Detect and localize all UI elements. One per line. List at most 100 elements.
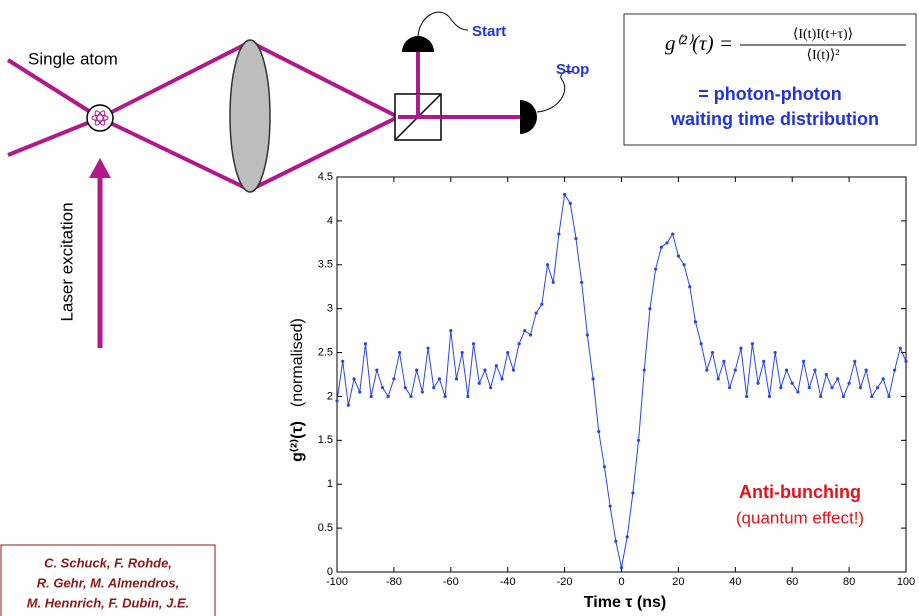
y-tick-label: 4 [327, 215, 333, 227]
data-point [506, 350, 510, 355]
data-point [665, 241, 669, 245]
atom-orbit [94, 110, 106, 126]
data-point [489, 386, 493, 390]
formula-denominator: ⟨I(t)⟩² [807, 48, 840, 63]
start-label: Start [472, 23, 506, 40]
data-point [676, 254, 681, 258]
formula-caption: waiting time distribution [670, 109, 879, 129]
data-point [591, 377, 595, 381]
data-point [523, 329, 527, 333]
annotation: Anti-bunching [739, 482, 861, 502]
data-point [540, 302, 544, 306]
data-point [580, 280, 584, 284]
data-point [858, 386, 863, 390]
data-point [853, 359, 857, 363]
formula-numerator: ⟨I(t)I(t+τ)⟩ [793, 27, 853, 42]
y-tick-label: 1.5 [318, 434, 333, 446]
data-point [380, 386, 385, 390]
atom-orbit [94, 110, 106, 126]
data-point [352, 377, 356, 381]
x-tick-label: 40 [729, 576, 741, 588]
data-point [460, 350, 464, 355]
x-tick-label: 20 [672, 576, 684, 588]
data-point [363, 342, 368, 346]
data-point [813, 368, 817, 372]
data-point [585, 333, 589, 337]
data-point [483, 368, 487, 372]
data-point [875, 386, 880, 390]
formula-caption: = photon-photon [698, 84, 841, 104]
data-point [636, 438, 641, 442]
data-point [471, 342, 476, 346]
data-point [773, 350, 777, 355]
data-point [403, 386, 407, 390]
data-point [346, 403, 350, 407]
data-point [415, 368, 419, 372]
data-point [602, 465, 607, 469]
data-point [779, 386, 783, 390]
y-tick-label: 2 [327, 390, 333, 402]
detector [402, 36, 434, 52]
atom-orbit [91, 114, 109, 122]
data-point [500, 377, 504, 381]
laser-arrow [89, 158, 111, 178]
x-tick-label: -20 [557, 576, 573, 588]
data-point [608, 504, 612, 508]
formula-lhs: g⁽²⁾(τ) = [665, 31, 733, 55]
cable [536, 71, 573, 113]
x-tick-label: -40 [500, 576, 516, 588]
citation-box [0, 544, 216, 616]
data-point [358, 390, 362, 394]
lens [229, 39, 271, 193]
data-point [375, 368, 379, 372]
data-point [790, 381, 794, 385]
data-point [830, 386, 834, 390]
data-point [597, 429, 601, 434]
y-tick-label: 0 [327, 566, 333, 578]
data-point [568, 201, 572, 205]
detector [520, 100, 537, 134]
data-point [762, 359, 766, 363]
data-point [824, 372, 828, 377]
data-point [477, 381, 481, 385]
x-tick-label: 60 [786, 576, 798, 588]
data-point [904, 359, 908, 363]
data-point [619, 566, 624, 570]
stop-label: Stop [556, 61, 589, 78]
cable [417, 11, 469, 37]
optics: Single atom Laser excitation Start Stop [6, 11, 589, 348]
y-axis-label: g⁽²⁾(τ) (normalised) [289, 318, 306, 462]
data-point [631, 491, 635, 495]
data-point [699, 342, 703, 346]
x-axis-label: Time τ (ns) [584, 594, 666, 611]
data-point [466, 394, 470, 399]
data-point [745, 394, 749, 399]
y-tick-label: 4.5 [318, 171, 333, 183]
data-point [739, 346, 743, 350]
data-point [728, 386, 732, 390]
data-point [437, 377, 442, 381]
citation-line: R. Gehr, M. Almendros, [37, 575, 180, 590]
x-tick-label: -100 [326, 576, 348, 588]
data-point [443, 394, 447, 399]
data-point [784, 368, 789, 372]
laser-label: Laser excitation [57, 202, 76, 321]
citation-line: M. Hennrich, F. Dubin, J.E. [27, 595, 190, 610]
y-axis-label-symbol: g⁽²⁾(τ) [289, 421, 306, 462]
data-point [733, 368, 737, 372]
data-point [648, 307, 652, 311]
data-point [801, 359, 806, 363]
citation-line: C. Schuck, F. Rohde, [44, 555, 172, 570]
data-point [682, 263, 686, 267]
data-point [847, 381, 851, 385]
x-tick-label: 80 [843, 576, 855, 588]
data-point [563, 192, 567, 197]
data-point [494, 364, 498, 368]
data-point [716, 377, 720, 381]
data-point [397, 350, 402, 355]
data-point [881, 377, 885, 381]
data-point [511, 368, 515, 372]
x-tick-label: 0 [618, 576, 624, 588]
data-point [614, 539, 618, 543]
